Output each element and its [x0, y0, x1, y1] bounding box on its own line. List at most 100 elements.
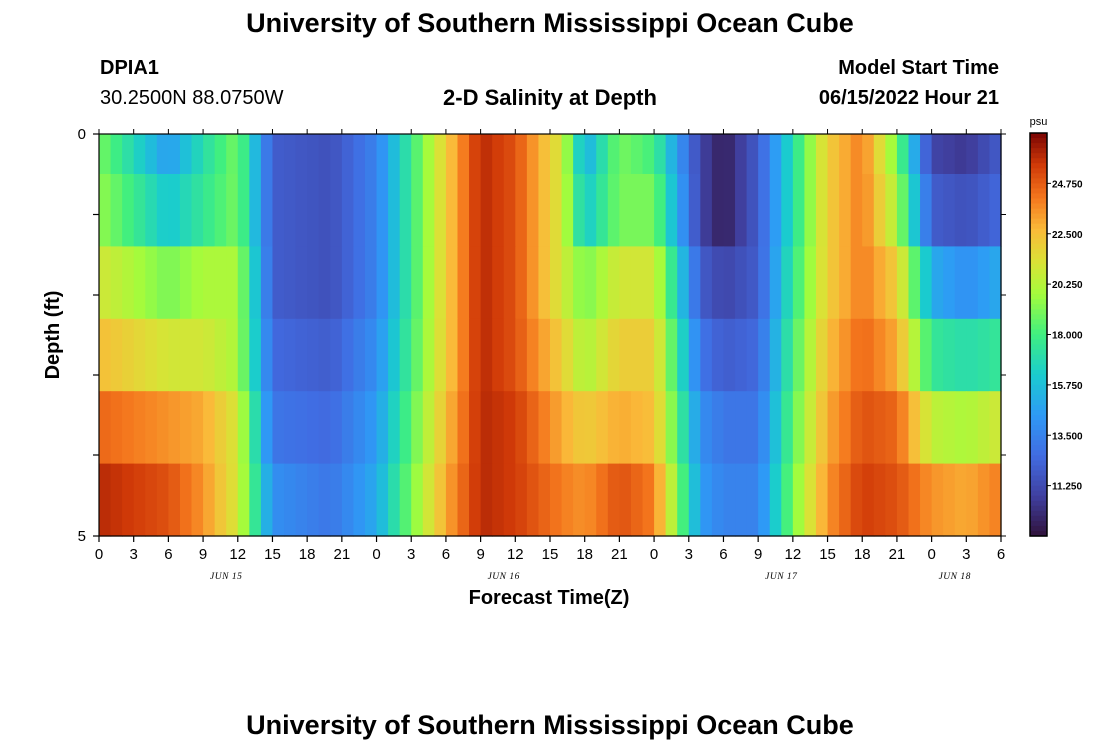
x-tick-label: 3	[685, 546, 693, 563]
heatmap-cell	[654, 134, 667, 175]
heatmap-cell	[226, 318, 239, 392]
footer-title: University of Southern Mississippi Ocean…	[246, 710, 854, 740]
heatmap-cell	[792, 134, 806, 175]
heatmap-cell	[376, 134, 389, 175]
heatmap-cell	[642, 134, 655, 175]
heatmap-cell	[977, 134, 991, 175]
heatmap-cell	[873, 246, 886, 320]
heatmap-cell	[654, 391, 667, 465]
x-tick-label: 12	[785, 546, 802, 563]
heatmap-cell	[503, 134, 516, 175]
heatmap-cell	[630, 318, 644, 392]
heatmap-cell	[619, 174, 632, 247]
heatmap-cell	[989, 391, 1002, 465]
heatmap-cell	[920, 391, 933, 465]
heatmap-cell	[179, 391, 193, 465]
heatmap-cell	[237, 246, 250, 320]
heatmap-cell	[862, 246, 875, 320]
colorbar-swatch	[1030, 374, 1047, 381]
heatmap-cell	[203, 318, 216, 392]
y-axis-ticks: 05	[78, 126, 1006, 545]
heatmap-cell	[630, 134, 644, 175]
x-tick-label: 6	[997, 546, 1005, 563]
heatmap-cell	[619, 318, 632, 392]
date-label: JUN 15	[210, 572, 242, 582]
heatmap-cell	[677, 318, 690, 392]
heatmap-cell	[804, 174, 817, 247]
heatmap-cell	[515, 391, 528, 465]
heatmap-cell	[862, 134, 875, 175]
colorbar-swatch	[1030, 405, 1047, 411]
heatmap-cell	[99, 134, 112, 175]
heatmap-cell	[630, 463, 644, 537]
colorbar-swatch	[1030, 530, 1047, 537]
heatmap-cell	[307, 391, 320, 465]
heatmap-cell	[353, 134, 366, 175]
heatmap-cell	[550, 391, 563, 465]
heatmap-cell	[203, 391, 216, 465]
heatmap-cell	[145, 134, 158, 175]
heatmap-cell	[503, 246, 516, 320]
heatmap-cell	[839, 318, 852, 392]
colorbar-tick-label: 20.250	[1052, 280, 1083, 291]
heatmap-cell	[376, 463, 389, 537]
heatmap-cell	[434, 391, 447, 465]
heatmap-cell	[110, 134, 123, 175]
heatmap-cell	[584, 246, 597, 320]
heatmap-cell	[457, 246, 470, 320]
heatmap-cell	[735, 391, 748, 465]
heatmap-cell	[607, 174, 620, 247]
heatmap-cell	[573, 391, 586, 465]
colorbar-swatch	[1030, 133, 1047, 139]
heatmap-cell	[943, 391, 956, 465]
heatmap-cell	[353, 174, 366, 247]
heatmap-cell	[827, 174, 840, 247]
heatmap-cell	[758, 318, 771, 392]
heatmap-cell	[318, 391, 331, 465]
heatmap-cell	[630, 391, 644, 465]
heatmap-cell	[850, 318, 863, 392]
colorbar-swatch	[1030, 218, 1047, 225]
heatmap-cell	[758, 246, 771, 320]
heatmap-cell	[492, 318, 505, 392]
heatmap-cell	[943, 174, 956, 247]
heatmap-cell	[885, 463, 898, 537]
heatmap-cell	[584, 391, 597, 465]
heatmap-cell	[885, 318, 898, 392]
heatmap-cell	[515, 246, 528, 320]
colorbar-swatch	[1030, 435, 1047, 441]
heatmap-cell	[203, 174, 216, 247]
colorbar-swatch	[1030, 324, 1047, 331]
heatmap-cell	[862, 391, 875, 465]
heatmap-cell	[284, 318, 297, 392]
heatmap-cell	[885, 246, 898, 320]
x-tick-label: 6	[164, 546, 172, 563]
heatmap-cell	[931, 246, 944, 320]
heatmap-cell	[480, 463, 493, 537]
colorbar-swatch	[1030, 289, 1047, 295]
colorbar-tick-label: 22.500	[1052, 230, 1083, 241]
heatmap-cell	[792, 174, 806, 247]
heatmap-cell	[422, 318, 435, 392]
heatmap-cell	[908, 318, 921, 392]
heatmap-cell	[735, 174, 748, 247]
heatmap-cell	[341, 463, 355, 537]
colorbar-swatch	[1030, 425, 1047, 431]
heatmap-cell	[607, 134, 620, 175]
heatmap-cell	[561, 134, 574, 175]
heatmap-cell	[399, 391, 412, 465]
heatmap-cell	[758, 463, 771, 537]
heatmap-cell	[318, 174, 331, 247]
heatmap-cell	[827, 463, 840, 537]
colorbar-swatch	[1030, 258, 1047, 265]
heatmap-cell	[839, 174, 852, 247]
colorbar-swatch	[1030, 470, 1047, 477]
heatmap-cell	[515, 134, 528, 175]
heatmap-cell	[388, 463, 401, 537]
heatmap-cell	[457, 134, 470, 175]
x-tick-label: 6	[442, 546, 450, 563]
heatmap-cell	[815, 391, 829, 465]
heatmap-cell	[364, 174, 378, 247]
heatmap-cell	[723, 174, 736, 247]
heatmap-cell	[561, 318, 574, 392]
